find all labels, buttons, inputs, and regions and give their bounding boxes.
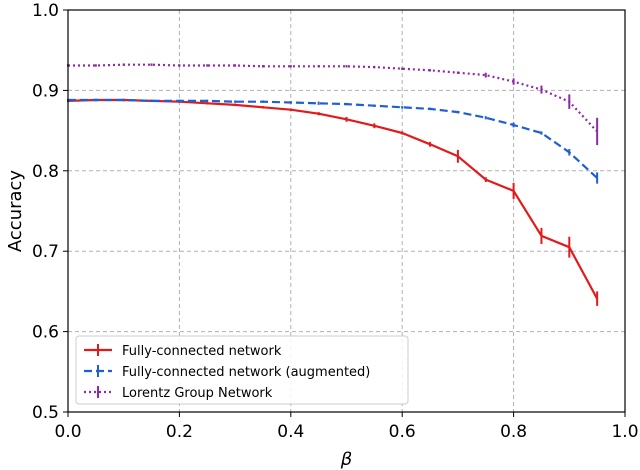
legend-label: Lorentz Group Network: [122, 386, 273, 401]
y-tick-label: 0.8: [32, 162, 59, 182]
series-line: [68, 98, 598, 179]
data-point: [178, 64, 181, 67]
data-point: [373, 66, 376, 68]
data-point: [317, 65, 320, 68]
data-point: [568, 100, 571, 103]
data-point: [401, 106, 404, 109]
data-point: [401, 132, 404, 134]
axis-ticks: 0.0 0.2 0.4 0.6 0.8 1.0 0.5 0.6 0.7 0.8 0.9 1.0: [32, 1, 639, 442]
data-point: [150, 63, 153, 66]
data-point: [540, 132, 543, 134]
data-point: [512, 80, 515, 83]
data-point: [596, 297, 598, 300]
x-tick-label: 0.6: [389, 422, 416, 442]
y-tick-label: 1.0: [32, 1, 59, 21]
data-point: [568, 151, 571, 154]
data-point: [373, 124, 376, 127]
x-axis-label: β: [340, 449, 353, 470]
data-point: [95, 99, 97, 101]
data-point: [262, 100, 264, 103]
data-point: [457, 155, 459, 158]
data-point: [206, 64, 209, 67]
data-point: [345, 118, 348, 121]
legend-entry: Fully-connected network: [84, 344, 282, 359]
data-point: [540, 235, 543, 237]
data-point: [345, 65, 348, 68]
data-point: [457, 111, 459, 113]
data-point: [262, 106, 264, 109]
x-tick-label: 1.0: [611, 422, 638, 442]
data-point: [234, 104, 236, 106]
data-point: [206, 102, 209, 105]
data-point: [512, 190, 515, 192]
data-point: [290, 65, 292, 68]
y-tick-label: 0.5: [32, 403, 59, 423]
y-tick-label: 0.9: [32, 81, 59, 101]
data-point: [540, 88, 543, 91]
legend-label: Fully-connected network: [122, 344, 282, 359]
data-point: [122, 99, 125, 101]
data-series: [67, 63, 599, 306]
data-point: [290, 108, 292, 111]
legend-entry: Lorentz Group Network: [84, 386, 273, 401]
data-point: [290, 101, 292, 104]
legend-label: Fully-connected network (augmented): [122, 365, 370, 380]
data-point: [150, 100, 153, 102]
data-point: [234, 64, 236, 67]
data-point: [317, 112, 320, 115]
data-point: [429, 143, 431, 146]
x-tick-label: 0.4: [277, 422, 304, 442]
series-line: [68, 63, 598, 133]
data-point: [457, 71, 459, 74]
plot-frame: [67, 9, 626, 413]
x-tick-label: 0.2: [166, 422, 193, 442]
data-point: [178, 100, 181, 102]
data-point: [596, 130, 598, 133]
data-point: [429, 69, 431, 72]
data-point: [317, 102, 320, 105]
data-point: [206, 100, 209, 102]
y-axis-label: Accuracy: [5, 170, 26, 253]
data-point: [484, 74, 487, 76]
x-tick-label: 0.0: [54, 422, 81, 442]
y-tick-label: 0.6: [32, 323, 59, 343]
data-point: [512, 124, 515, 126]
series-1: [67, 98, 599, 184]
x-tick-label: 0.8: [500, 422, 527, 442]
data-point: [262, 65, 264, 68]
data-point: [373, 104, 376, 107]
legend-entry: Fully-connected network (augmented): [84, 365, 370, 380]
data-point: [122, 63, 125, 66]
legend: Fully-connected network Fully-connected n…: [75, 335, 409, 405]
data-point: [484, 178, 487, 181]
data-point: [401, 67, 404, 70]
data-point: [484, 116, 487, 119]
data-point: [596, 177, 598, 179]
data-point: [95, 64, 97, 67]
data-point: [568, 246, 571, 248]
data-point: [429, 108, 431, 110]
y-tick-label: 0.7: [32, 242, 59, 262]
legend-box: [75, 335, 409, 405]
data-point: [234, 100, 236, 103]
data-point: [345, 103, 348, 105]
